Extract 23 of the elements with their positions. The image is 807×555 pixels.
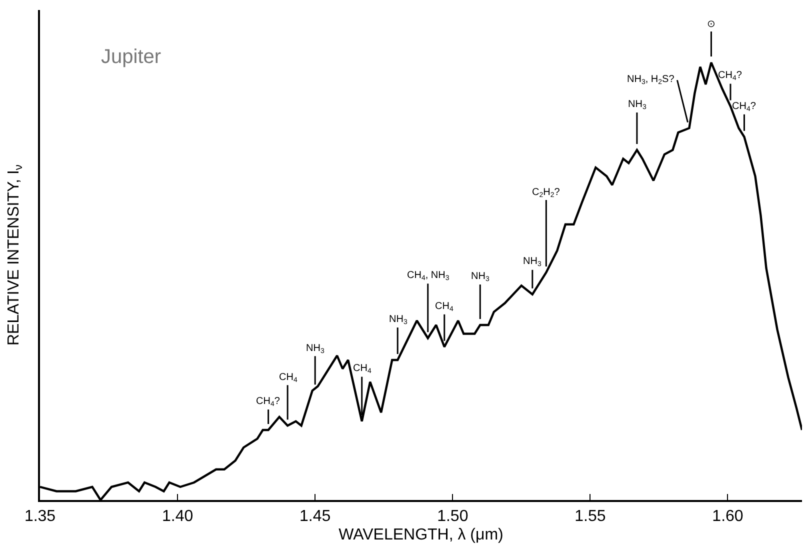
annotation: CH$_{4}$? [256, 396, 280, 408]
annotation: NH$_{3}$ [471, 271, 490, 284]
annotation: CH$_{4}$ [435, 301, 454, 314]
x-tick-label: 1.35 [24, 508, 56, 526]
annotation: CH$_{4}$? [732, 101, 756, 114]
annotation: NH$_{3}$ [628, 99, 646, 112]
annotation: NH$_{3}$ [306, 343, 324, 356]
annotation: NH$_{3}$ [389, 314, 408, 326]
x-tick-label: 1.40 [162, 508, 194, 526]
annotation: NH$_{3}$ [523, 256, 542, 268]
x-tick-label: 1.45 [300, 508, 331, 526]
annotation: CH$_{4}$? [718, 70, 742, 82]
x-axis-title: WAVELENGTH, λ (μm) [338, 526, 504, 544]
x-tick-label: 1.55 [574, 508, 606, 526]
annotation: C$_{2}$H$_{2}$? [532, 187, 560, 200]
x-tick-label: 1.60 [712, 508, 744, 526]
annotation: Jupiter [101, 46, 162, 68]
annotation: ⊙ [707, 19, 715, 30]
annotation: CH$_{4}$ [353, 363, 372, 376]
annotation: CH$_{4}$ [279, 372, 298, 384]
annotation: NH$_{3}$, H$_{2}$S? [627, 74, 675, 86]
x-tick-label: 1.50 [437, 508, 468, 526]
annotation: CH$_{4}$, NH$_{3}$ [407, 270, 450, 282]
